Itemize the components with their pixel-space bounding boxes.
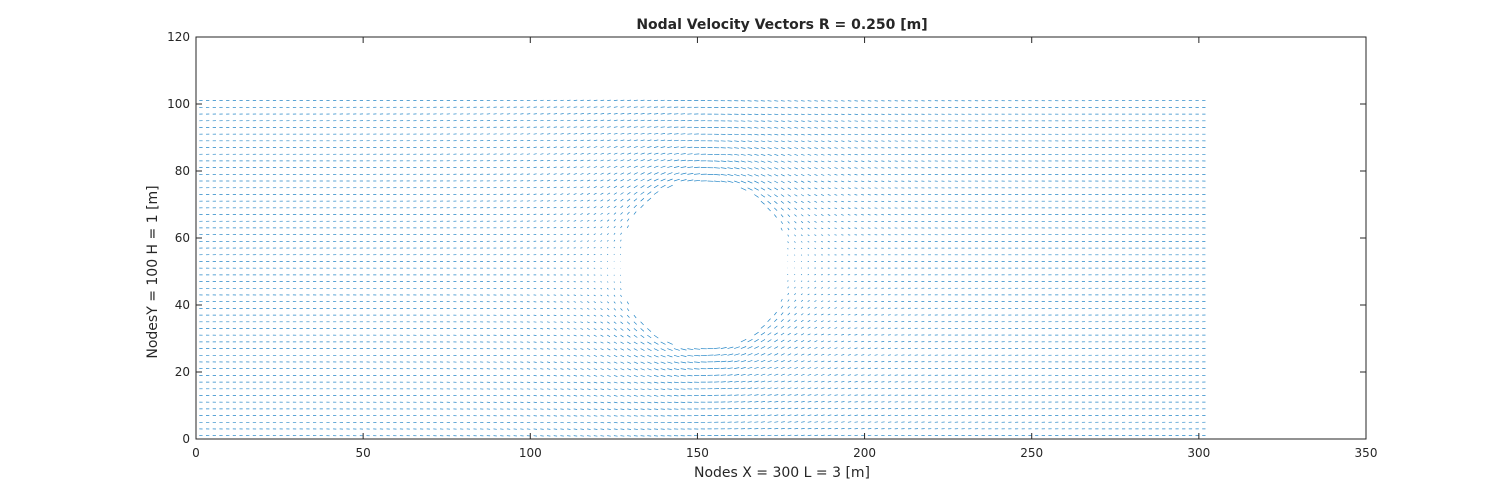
x-tick-label: 250	[1020, 446, 1043, 460]
velocity-vectors	[199, 99, 1206, 437]
axis-ticks: 0 50 100 150 200 250 300 350 0 20 40 60 80 100 120	[167, 30, 1377, 460]
y-tick-label: 20	[175, 365, 190, 379]
x-tick-label: 300	[1187, 446, 1210, 460]
chart-title: Nodal Velocity Vectors R = 0.250 [m]	[636, 17, 927, 33]
x-tick-label: 100	[519, 446, 542, 460]
x-tick-label: 350	[1355, 446, 1378, 460]
x-tick-label: 150	[686, 446, 709, 460]
x-tick-label: 50	[356, 446, 371, 460]
x-tick-label: 0	[192, 446, 200, 460]
y-tick-label: 120	[167, 30, 190, 44]
y-tick-label: 60	[175, 231, 190, 245]
y-tick-label: 40	[175, 298, 190, 312]
x-tick-label: 200	[853, 446, 876, 460]
y-tick-label: 0	[182, 432, 190, 446]
quiver-vectors	[199, 99, 1206, 437]
y-tick-label: 80	[175, 164, 190, 178]
y-tick-label: 100	[167, 97, 190, 111]
y-axis-label: NodesY = 100 H = 1 [m]	[145, 185, 161, 358]
x-axis-label: Nodes X = 300 L = 3 [m]	[694, 465, 870, 481]
